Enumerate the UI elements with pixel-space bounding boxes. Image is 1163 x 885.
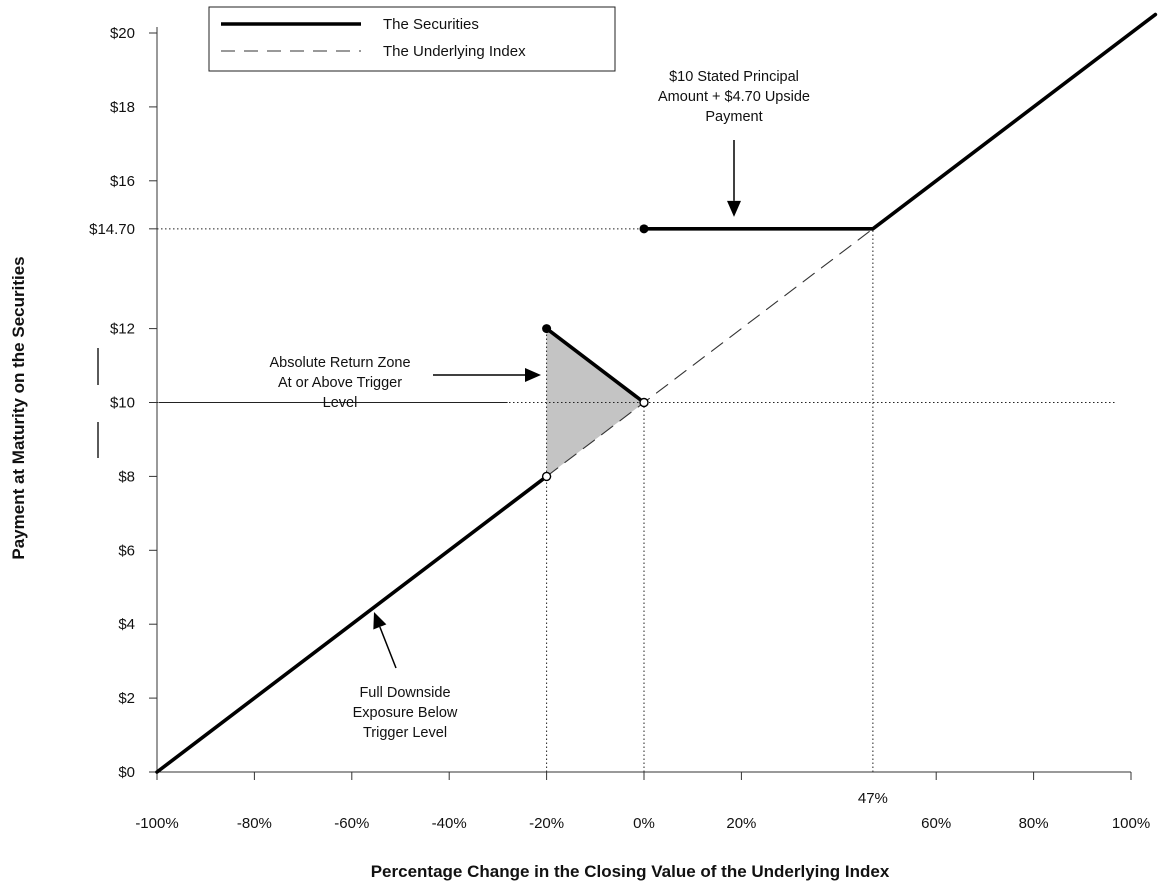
annotation-text: Absolute Return Zone [269, 355, 410, 371]
y-tick-label: $20 [110, 25, 135, 42]
x-tick-label: -100% [135, 815, 178, 832]
x-tick-label: 0% [633, 815, 655, 832]
open-endpoint-marker [541, 471, 552, 482]
return-zone-shading [546, 328, 644, 477]
x-tick-label: 60% [921, 815, 951, 832]
annotation-arrow-head [525, 368, 541, 382]
annotation-arrow-head [727, 200, 741, 217]
securities-payoff-line [642, 12, 1158, 231]
annotation-text: Amount + $4.70 Upside [658, 89, 810, 105]
x-tick-label: -20% [529, 815, 564, 832]
securities-payoff-line [155, 474, 549, 774]
securities-payoff-line [544, 326, 646, 405]
series-group [155, 12, 1158, 774]
annotation-arrow-head [373, 612, 387, 630]
annotation-text: Exposure Below [353, 705, 458, 721]
y-tick-label: $6 [118, 542, 135, 559]
markers-group [541, 224, 649, 482]
y-tick-label: $4 [118, 616, 135, 633]
legend: The Securities The Underlying Index [208, 6, 616, 72]
x-tick-label: 100% [1112, 815, 1150, 832]
y-tick-label: $0 [118, 764, 135, 781]
y-tick-label: $14.70 [89, 221, 135, 238]
y-axis-title: Payment at Maturity on the Securities [9, 256, 28, 559]
x-tick-label: -40% [432, 815, 467, 832]
y-tick-label: $18 [110, 99, 135, 116]
legend-entry-label: The Securities [383, 16, 479, 33]
y-tick-label: $16 [110, 173, 135, 190]
x-axis-title: Percentage Change in the Closing Value o… [371, 862, 890, 881]
annotation-text: Payment [705, 109, 762, 125]
x-tick-label: 20% [726, 815, 756, 832]
x-tick-label: 80% [1019, 815, 1049, 832]
legend-entry-label: The Underlying Index [383, 43, 526, 60]
x-extra-tick-label: 47% [858, 790, 888, 807]
annotation-arrow-shaft [379, 626, 397, 669]
annotation-text: Full Downside [359, 685, 450, 701]
filled-endpoint-marker [542, 324, 552, 334]
y-tick-label: $12 [110, 321, 135, 338]
x-tick-label: -60% [334, 815, 369, 832]
legend-box [208, 6, 616, 72]
annotations-group: $10 Stated Principal Amount + $4.70 Upsid… [269, 69, 810, 741]
annotation-text: Trigger Level [363, 725, 447, 741]
shaded-region-group [546, 328, 644, 477]
y-tick-label: $10 [110, 395, 135, 412]
annotation-text: At or Above Trigger [278, 375, 402, 391]
axes-group: $0 $2 $4 $6 $8 $10 $12 $14.70 $16 $18 $20 -100% -80%… [89, 25, 1150, 832]
open-endpoint-marker [639, 397, 649, 408]
annotation-text: Level [323, 395, 358, 411]
y-tick-label: $8 [118, 468, 135, 485]
annotation-text: $10 Stated Principal [669, 69, 799, 85]
x-tick-label: -80% [237, 815, 272, 832]
filled-endpoint-marker [639, 224, 649, 234]
reference-lines-group [157, 228, 1117, 772]
y-tick-label: $2 [118, 690, 135, 707]
